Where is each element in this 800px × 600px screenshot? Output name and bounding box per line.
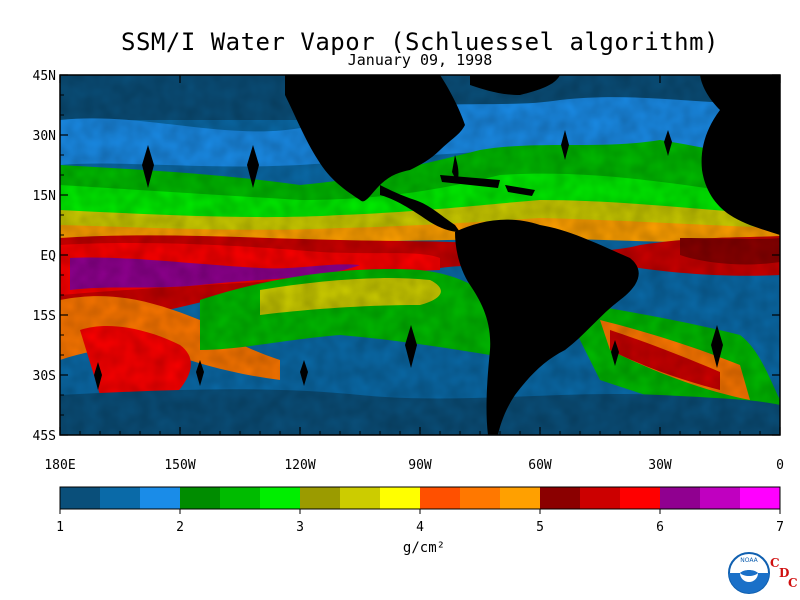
- map-subtitle: January 09, 1998: [347, 51, 493, 69]
- units-label: g/cm²: [402, 540, 446, 556]
- colorbar-tick-label: 3: [296, 520, 304, 535]
- lat-tick-label: 30N: [33, 129, 56, 144]
- lon-tick-label: 150W: [164, 458, 195, 473]
- island-marker: [196, 360, 204, 386]
- colorbar-swatch: [620, 487, 661, 509]
- island-marker: [561, 130, 569, 160]
- colorbar-tick-label: 1: [56, 520, 64, 535]
- colorbar-swatch: [180, 487, 221, 509]
- lat-tick-label: 45N: [33, 69, 56, 84]
- colorbar: [59, 486, 781, 510]
- island-marker: [711, 325, 723, 368]
- colorbar-swatch: [220, 487, 261, 509]
- colorbar-swatch: [60, 487, 101, 509]
- colorbar-swatch: [580, 487, 621, 509]
- colorbar-swatch: [500, 487, 541, 509]
- island-marker: [300, 360, 308, 386]
- noaa-logo: NOAA: [728, 552, 770, 594]
- lon-tick-label: 90W: [408, 458, 432, 473]
- cdc-letter-d: D: [779, 566, 790, 580]
- colorbar-swatch: [300, 487, 341, 509]
- colorbar-tick-label: 7: [776, 520, 784, 535]
- logo-text: NOAA: [740, 557, 758, 564]
- colorbar-tick-label: 2: [176, 520, 184, 535]
- cdc-letter-c1: C: [770, 556, 780, 570]
- cdc-letter-c2: C: [788, 576, 798, 590]
- colorbar-tick-label: 4: [416, 520, 424, 535]
- lon-tick-label: 60W: [528, 458, 552, 473]
- colorbar-swatch: [740, 487, 781, 509]
- colorbar-labels: 1 2 3 4 5 6 7: [56, 509, 784, 535]
- island-marker: [664, 130, 672, 156]
- colorbar-swatch: [140, 487, 181, 509]
- lat-tick-label: 30S: [33, 369, 56, 384]
- lat-tick-label: 15N: [33, 189, 56, 204]
- colorbar-tick-label: 5: [536, 520, 544, 535]
- island-marker: [94, 362, 102, 390]
- colorbar-tick-label: 6: [656, 520, 664, 535]
- lat-tick-label: EQ: [40, 249, 56, 264]
- colorbar-swatch: [100, 487, 141, 509]
- lat-tick-label: 45S: [33, 429, 56, 444]
- lon-tick-label: 180E: [44, 458, 75, 473]
- colorbar-swatch: [260, 487, 301, 509]
- data-field: [60, 75, 780, 435]
- island-marker: [142, 145, 154, 188]
- colorbar-swatch: [700, 487, 741, 509]
- colorbar-swatch: [420, 487, 461, 509]
- colorbar-swatch: [460, 487, 501, 509]
- island-marker: [247, 145, 259, 188]
- colorbar-swatch: [340, 487, 381, 509]
- island-marker: [611, 340, 619, 366]
- land-masses: [94, 75, 780, 435]
- lon-tick-label: 120W: [284, 458, 315, 473]
- map-title: SSM/I Water Vapor (Schluessel algorithm): [121, 28, 719, 56]
- colorbar-swatch: [660, 487, 701, 509]
- colorbar-swatch: [540, 487, 581, 509]
- axis-ticks: 45N 30N 15N EQ 15S 30S 45S 180E 150W 120W 90W 60W 30…: [33, 69, 784, 473]
- colorbar-swatch: [380, 487, 421, 509]
- lat-tick-label: 15S: [33, 309, 56, 324]
- lon-tick-label: 30W: [648, 458, 672, 473]
- lon-tick-label: 0: [776, 458, 784, 473]
- island-marker: [405, 325, 417, 368]
